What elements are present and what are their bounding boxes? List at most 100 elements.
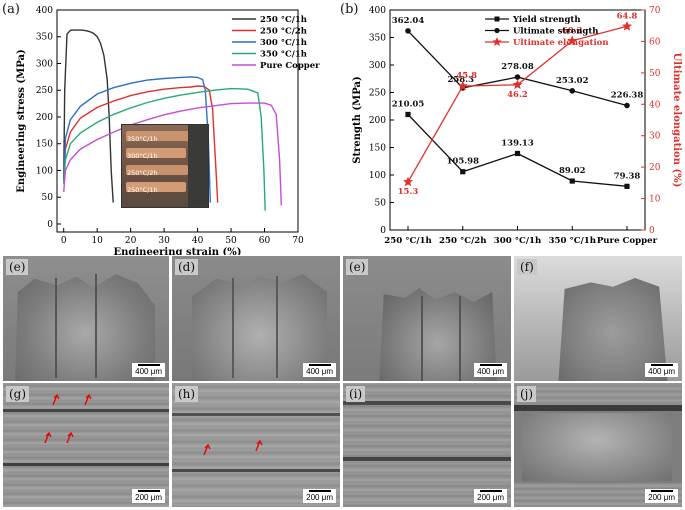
x-tick-label-a: 30 — [158, 236, 170, 246]
y2-tick-label-b: 50 — [649, 69, 661, 79]
sem-label-d: (d) — [175, 259, 199, 275]
sem-surface-h: (h) 200 μm — [172, 383, 340, 507]
x-tick-label-a: 0 — [61, 236, 67, 246]
category-label-0: 250 °C/1h — [384, 236, 432, 246]
scale-bar-e1: 400 μm — [132, 363, 165, 377]
sem-label-h: (h) — [175, 386, 199, 402]
sem-label-e2: (e) — [346, 259, 369, 275]
marker-yield-2 — [514, 150, 521, 157]
marker-elongation-2 — [512, 79, 523, 90]
x-tick-label-a: 40 — [192, 236, 204, 246]
y-tick-label-a: 250 — [36, 86, 53, 96]
y-tick-label-a: 200 — [36, 113, 53, 123]
data-label-2-4: 64.8 — [617, 11, 638, 21]
scale-bar-h: 200 μm — [303, 489, 336, 503]
data-label-0-2: 139.13 — [501, 138, 534, 148]
y-tick-label-a: 350 — [36, 33, 53, 43]
y2-tick-label-b: 30 — [649, 132, 661, 142]
y-axis-label-b: Strength (MPa) — [352, 76, 363, 163]
y-tick-label-b: 400 — [369, 6, 386, 16]
data-label-0-4: 79.38 — [614, 171, 641, 181]
category-label-1: 250 °C/2h — [439, 236, 487, 246]
marker-elongation-1 — [457, 80, 468, 91]
sem-label-j: (j) — [517, 386, 537, 402]
x-tick-label-a: 20 — [125, 236, 137, 246]
x-tick-label-a: 50 — [225, 236, 237, 246]
marker-elongation-4 — [621, 21, 633, 31]
scale-bar-i: 200 μm — [474, 489, 507, 503]
crack-arrows-h — [203, 439, 263, 456]
scale-bar-e2: 400 μm — [474, 363, 507, 377]
inset-label-250-2h: 250°C/2h — [127, 169, 158, 177]
series-line-4 — [63, 102, 282, 206]
specimen-photo-inset: 350°C/1h 300°C/1h 250°C/2h 250°C/1h — [121, 124, 209, 208]
legend-label-4: Pure Copper — [260, 61, 320, 71]
legend-label-0: 250 °C/1h — [260, 15, 307, 25]
y2-tick-label-b: 10 — [649, 195, 661, 205]
y-tick-label-b: 350 — [369, 34, 386, 44]
plot-frame-a — [56, 9, 299, 233]
x-tick-label-a: 70 — [292, 236, 304, 246]
legend-b-marker-2 — [492, 37, 502, 46]
legend-b-label-1: Ultimate strength — [513, 27, 598, 37]
y-axis-label-a: Engineering stress (MPa) — [16, 49, 27, 192]
data-label-0-0: 210.05 — [392, 99, 425, 109]
legend-b-label-2: Ultimate elongation — [513, 38, 609, 48]
x-tick-label-a: 10 — [91, 236, 103, 246]
y2-tick-label-b: 20 — [649, 163, 661, 173]
panel-a-label: (a) — [2, 2, 20, 17]
series-line-2 — [63, 76, 211, 203]
data-label-0-3: 89.02 — [559, 166, 586, 176]
legend-b-label-0: Yield strength — [512, 15, 581, 25]
category-label-2: 300 °C/1h — [494, 236, 542, 246]
y-tick-label-b: 250 — [369, 89, 386, 99]
scale-bar-j: 200 μm — [645, 489, 678, 503]
inset-label-300: 300°C/1h — [127, 152, 158, 160]
y2-tick-label-b: 40 — [649, 100, 661, 110]
marker-yield-1 — [460, 169, 466, 175]
y-tick-label-b: 50 — [375, 199, 387, 209]
crack-arrows-g — [44, 393, 92, 444]
inset-label-250-1h: 250°C/1h — [127, 186, 158, 194]
data-label-1-1: 258.3 — [447, 75, 474, 85]
y-tick-label-a: 400 — [36, 6, 53, 16]
sem-surface-j: (j) 200 μm — [514, 383, 682, 507]
y-tick-label-b: 200 — [369, 116, 386, 126]
sem-surface-i: (i) 200 μm — [343, 383, 511, 507]
data-label-2-1: 45.8 — [456, 71, 477, 81]
marker-yield-3 — [569, 178, 575, 184]
y2-tick-label-b: 60 — [649, 37, 661, 47]
series-line-0 — [63, 29, 114, 203]
marker-ultimate-3 — [569, 88, 576, 94]
legend-label-3: 350 °C/1h — [260, 50, 307, 60]
sem-label-f: (f) — [517, 259, 537, 275]
sem-label-i: (i) — [346, 386, 366, 402]
y-tick-label-a: 50 — [42, 193, 54, 203]
legend-label-2: 300 °C/1h — [260, 38, 307, 48]
data-label-0-1: 105.98 — [446, 157, 479, 167]
sem-label-g: (g) — [6, 386, 30, 402]
y-tick-label-a: 300 — [36, 59, 53, 69]
y-tick-label-b: 0 — [380, 226, 386, 236]
y2-tick-label-b: 0 — [649, 226, 655, 236]
data-label-2-3: 60.2 — [562, 26, 583, 36]
marker-yield-4 — [624, 183, 630, 189]
y-tick-label-a: 150 — [36, 140, 53, 150]
y2-tick-label-b: 70 — [649, 6, 661, 16]
data-label-1-0: 362.04 — [392, 16, 425, 26]
data-label-2-0: 15.3 — [398, 187, 419, 197]
marker-ultimate-2 — [514, 74, 521, 80]
category-label-4: Pure Copper — [597, 236, 658, 246]
scale-bar-g: 200 μm — [132, 489, 165, 503]
sem-surface-g: (g) 200 μm — [3, 383, 169, 507]
data-label-1-4: 226.38 — [611, 90, 644, 100]
sem-fracture-e2: (e) 400 μm — [343, 256, 511, 381]
data-label-1-2: 278.08 — [501, 62, 534, 72]
category-label-3: 350 °C/1h — [549, 236, 597, 246]
strength-elongation-chart: 0 50 100 150 200 250 300 350 400 0 10 20 30 40 50 60 70 2… — [352, 6, 682, 246]
marker-yield-0 — [405, 111, 411, 118]
sem-fracture-f: (f) 400 μm — [514, 256, 682, 381]
y-tick-label-a: 0 — [47, 220, 53, 230]
data-label-1-3: 253.02 — [556, 76, 589, 86]
y-tick-label-b: 300 — [369, 61, 386, 71]
